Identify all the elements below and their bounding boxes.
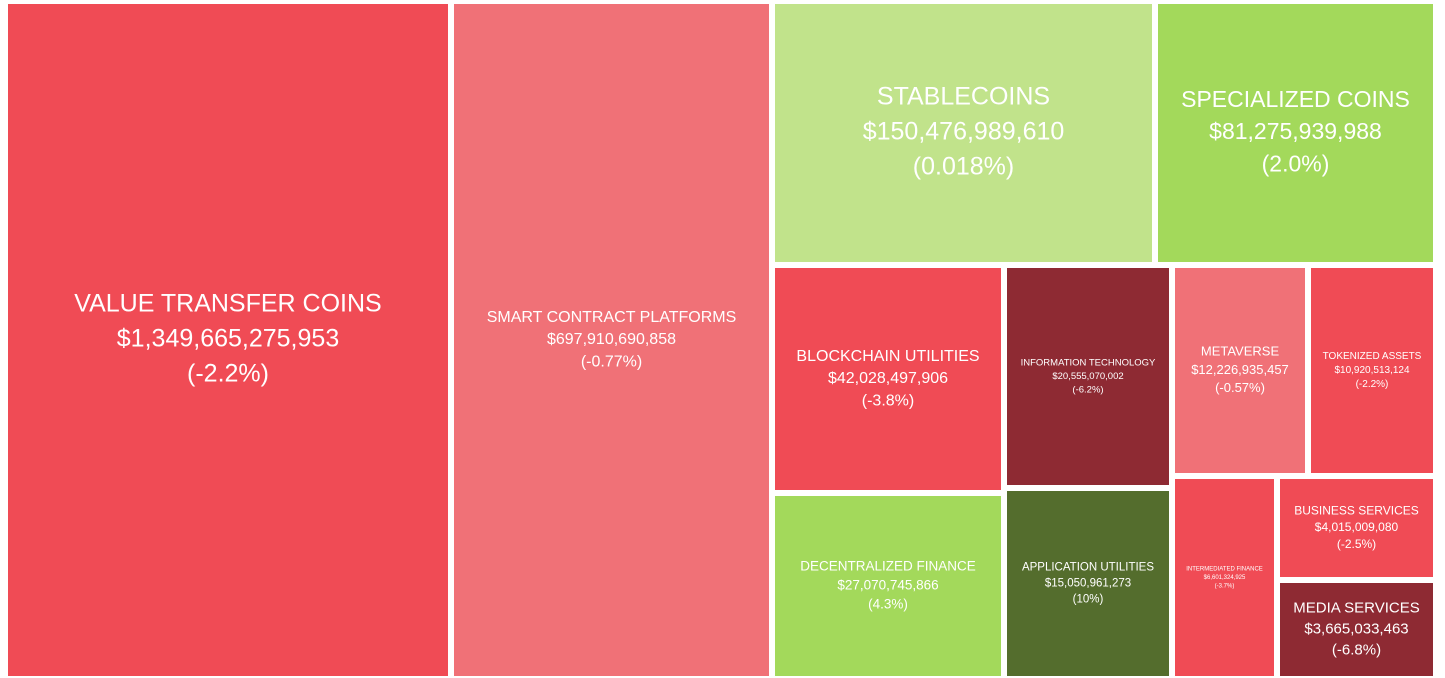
tile-change: (-6.2%) (1072, 384, 1103, 395)
tile (454, 4, 769, 676)
tile-change: (-0.77%) (581, 354, 642, 371)
tile-name: SPECIALIZED COINS (1181, 86, 1410, 112)
tile-name: INTERMEDIATED FINANCE (1186, 567, 1263, 573)
tile (1311, 268, 1433, 473)
tile-value: $42,028,497,906 (828, 370, 948, 387)
tile-change: (-3.8%) (862, 393, 914, 410)
tile-value: $12,226,935,457 (1191, 362, 1289, 377)
tile (775, 4, 1152, 262)
tile (1175, 268, 1305, 473)
tile (775, 268, 1001, 490)
tile-name: APPLICATION UTILITIES (1022, 561, 1154, 573)
tile-value: $697,910,690,858 (547, 331, 676, 348)
tile-name: INFORMATION TECHNOLOGY (1021, 358, 1156, 369)
tile (1007, 268, 1169, 485)
tile-change: (-0.57%) (1215, 380, 1265, 395)
tile-name: BUSINESS SERVICES (1294, 503, 1419, 517)
tile-value: $3,665,033,463 (1304, 620, 1408, 637)
tile-change: (10%) (1073, 594, 1104, 606)
tile-change: (-6.8%) (1332, 641, 1381, 658)
tile-name: MEDIA SERVICES (1293, 599, 1419, 616)
tile (1280, 583, 1433, 676)
tile (1280, 479, 1433, 577)
tile-change: (-2.2%) (1356, 379, 1389, 390)
tile-change: (0.018%) (913, 153, 1014, 181)
tile (1007, 491, 1169, 676)
tile-name: DECENTRALIZED FINANCE (800, 559, 976, 574)
tile-value: $6,601,324,925 (1204, 575, 1246, 581)
tile-change: (-2.2%) (187, 360, 269, 388)
tile-name: BLOCKCHAIN UTILITIES (796, 348, 979, 365)
tile-name: SMART CONTRACT PLATFORMS (487, 309, 737, 326)
tile-value: $10,920,513,124 (1334, 365, 1410, 376)
tile-value: $27,070,745,866 (837, 578, 938, 593)
tile-value: $150,476,989,610 (863, 118, 1065, 146)
tile (1175, 479, 1274, 676)
tile-change: (4.3%) (868, 596, 908, 611)
tile-value: $4,015,009,080 (1315, 520, 1399, 534)
tile-name: TOKENIZED ASSETS (1323, 351, 1422, 362)
tile-name: STABLECOINS (877, 83, 1050, 111)
tile-value: $1,349,665,275,953 (117, 325, 339, 353)
tile-value: $15,050,961,273 (1045, 578, 1131, 590)
tile-name: VALUE TRANSFER COINS (74, 290, 381, 318)
tile-value: $20,555,070,002 (1052, 371, 1123, 382)
tile (775, 496, 1001, 676)
tile-value: $81,275,939,988 (1209, 118, 1382, 144)
tile (1158, 4, 1433, 262)
tile-change: (-3.7%) (1215, 583, 1235, 589)
tile-name: METAVERSE (1201, 344, 1280, 359)
tile-change: (2.0%) (1262, 150, 1330, 176)
tile (8, 4, 448, 676)
tile-change: (-2.5%) (1337, 537, 1376, 551)
